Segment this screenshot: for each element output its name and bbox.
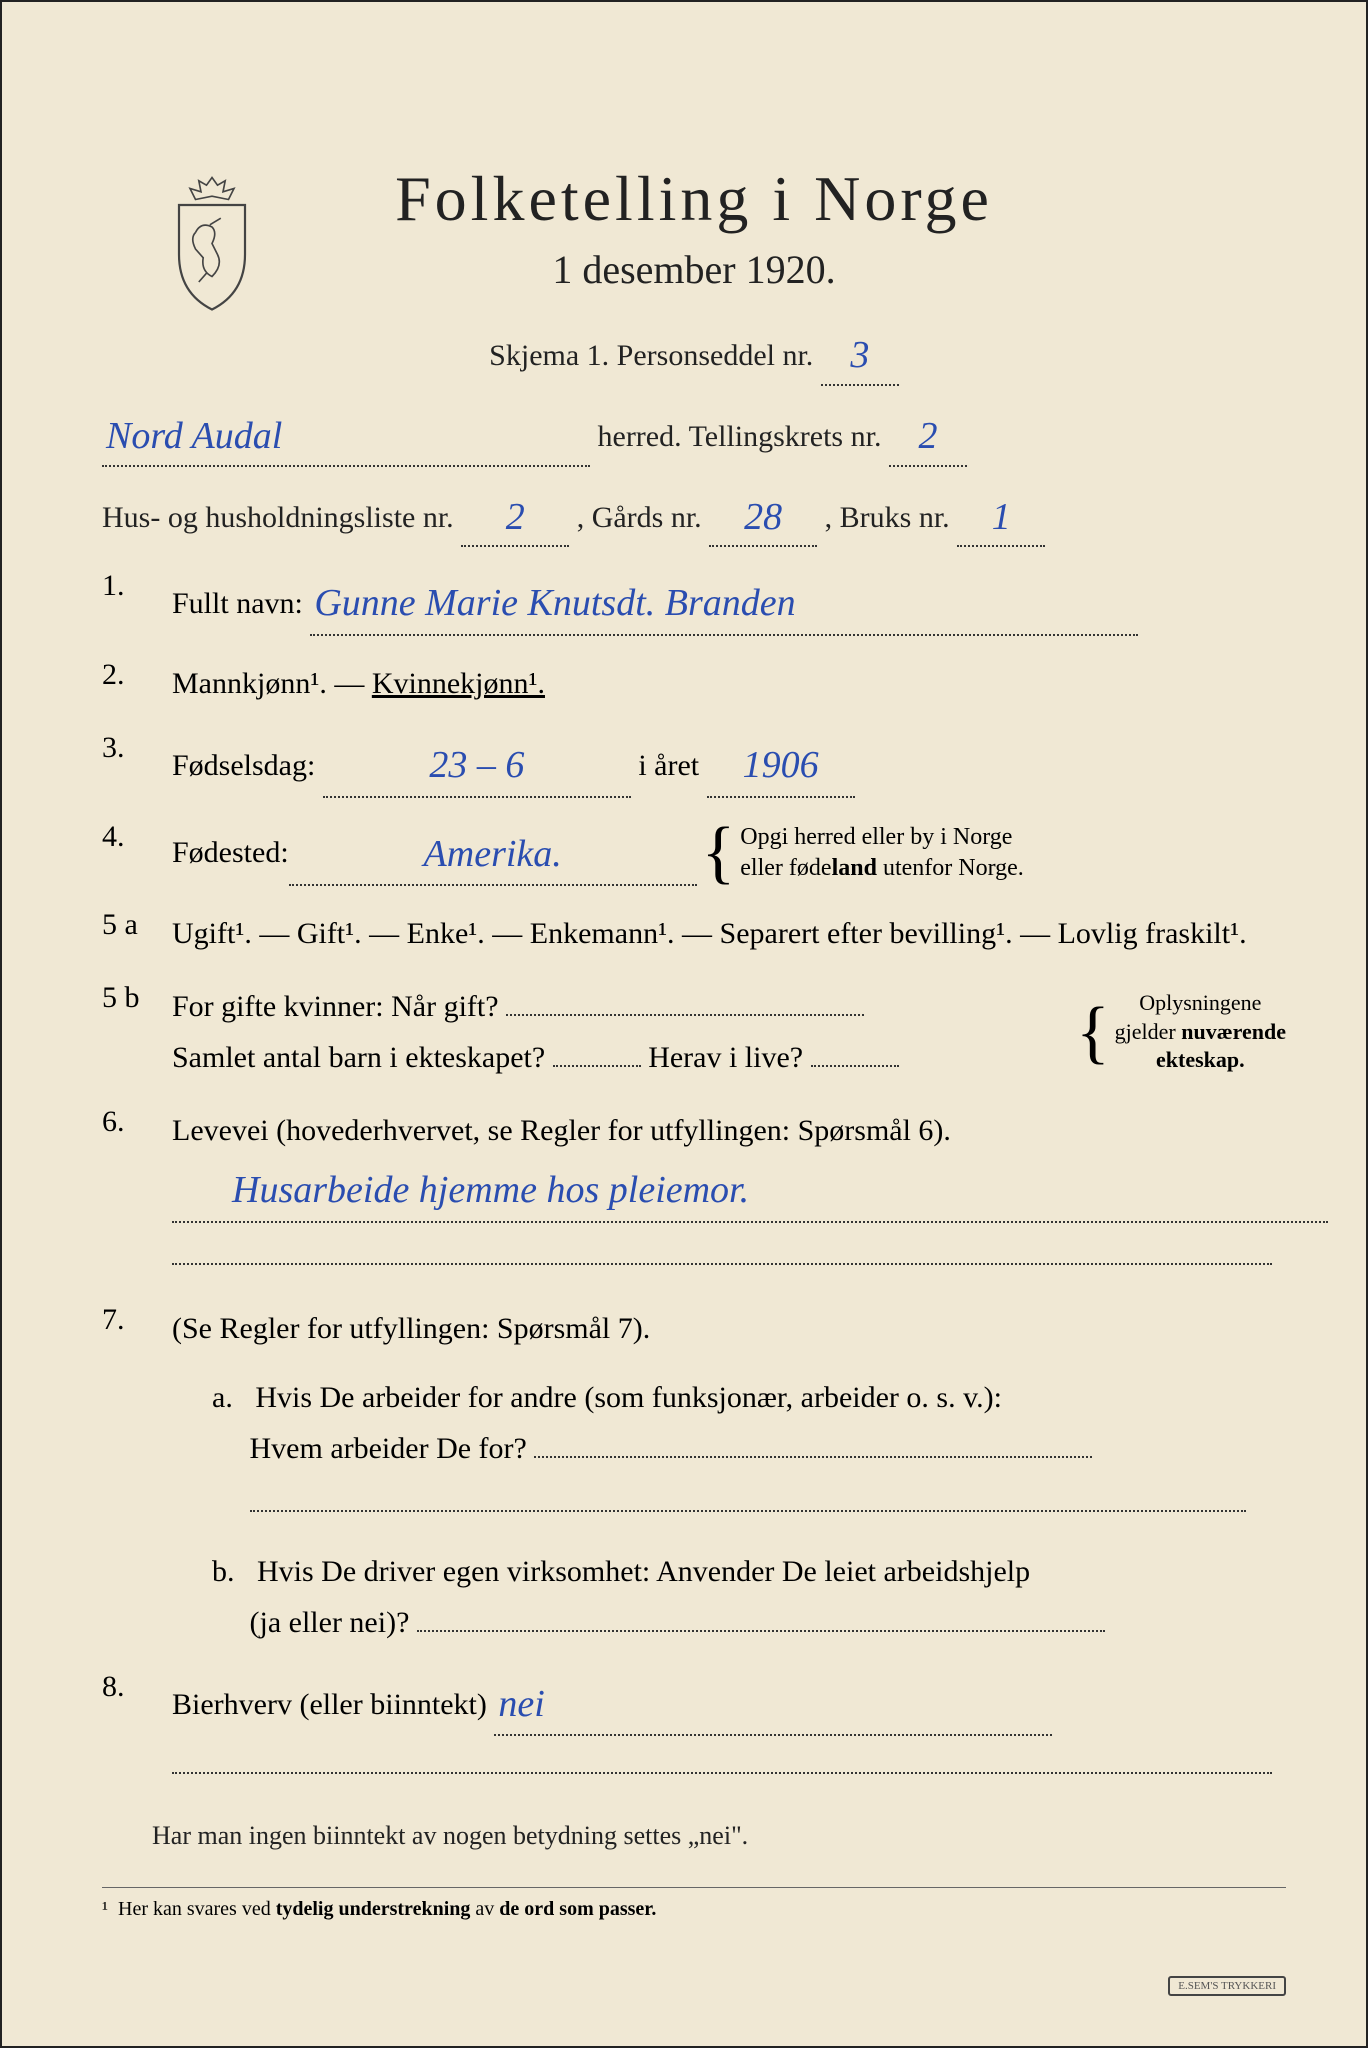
- q6-label: Levevei (hovederhvervet, se Regler for u…: [172, 1114, 951, 1147]
- gards-nr: 28: [744, 496, 782, 538]
- q1-label: Fullt navn:: [172, 587, 303, 620]
- hus-line: Hus- og husholdningsliste nr. 2 , Gårds …: [102, 485, 1286, 548]
- q7-num: 7.: [102, 1303, 172, 1337]
- bruks-nr: 1: [992, 496, 1011, 538]
- form-id-line: Skjema 1. Personseddel nr. 3: [102, 323, 1286, 386]
- q3-num: 3.: [102, 731, 172, 765]
- census-form-page: Folketelling i Norge 1 desember 1920. Sk…: [0, 0, 1368, 2048]
- q2-num: 2.: [102, 658, 172, 692]
- q7b-text2: (ja eller nei)?: [250, 1606, 410, 1639]
- gards-label: , Gårds nr.: [577, 501, 702, 534]
- footnote-text: ¹ Her kan svares ved tydelig understrekn…: [102, 1898, 656, 1920]
- main-title: Folketelling i Norge: [102, 162, 1286, 236]
- q4-note: Opgi herred eller by i Norge eller fødel…: [740, 822, 1024, 884]
- q5b-note-b: gjelder nuværende: [1115, 1019, 1286, 1044]
- q5b-note-a: Oplysningene: [1139, 990, 1261, 1015]
- q1-num: 1.: [102, 569, 172, 603]
- q7a-text2: Hvem arbeider De for?: [250, 1432, 527, 1465]
- q6-num: 6.: [102, 1105, 172, 1139]
- q8-value: nei: [498, 1683, 544, 1725]
- q5a-num: 5 a: [102, 908, 172, 942]
- q4: 4. Fødested: Amerika. { Opgi herred elle…: [102, 820, 1286, 887]
- q4-note-a: Opgi herred eller by i Norge: [740, 824, 1012, 850]
- q7-label: (Se Regler for utfyllingen: Spørsmål 7).: [172, 1312, 650, 1345]
- q3-year-label: i året: [638, 749, 699, 782]
- q1-value: Gunne Marie Knutsdt. Branden: [314, 582, 795, 624]
- q8-num: 8.: [102, 1670, 172, 1704]
- q5b: 5 b For gifte kvinner: Når gift? Samlet …: [102, 981, 1286, 1083]
- q7a-label: a.: [212, 1381, 233, 1414]
- hus-label: Hus- og husholdningsliste nr.: [102, 501, 454, 534]
- q4-value: Amerika.: [424, 833, 562, 875]
- hus-nr: 2: [506, 496, 525, 538]
- herred-label: herred. Tellingskrets nr.: [598, 420, 882, 453]
- q3: 3. Fødselsdag: 23 – 6 i året 1906: [102, 731, 1286, 798]
- q7: 7. (Se Regler for utfyllingen: Spørsmål …: [102, 1303, 1286, 1648]
- q2-mann: Mannkjønn¹.: [172, 667, 327, 700]
- bruks-label: , Bruks nr.: [825, 501, 950, 534]
- q7b-label: b.: [212, 1555, 235, 1588]
- brace-icon-2: {: [1076, 1015, 1110, 1050]
- printer-stamp: E.SEM'S TRYKKERI: [1168, 1976, 1286, 1996]
- q2: 2. Mannkjønn¹. — Kvinnekjønn¹.: [102, 658, 1286, 709]
- q8: 8. Bierhverv (eller biinntekt) nei: [102, 1670, 1286, 1791]
- q5b-note: Oplysningene gjelder nuværende ekteskap.: [1115, 989, 1286, 1075]
- bottom-note: Har man ingen biinntekt av nogen betydni…: [152, 1815, 1286, 1857]
- q2-dash: —: [334, 667, 372, 700]
- herred-line: Nord Audal herred. Tellingskrets nr. 2: [102, 404, 1286, 467]
- q8-label: Bierhverv (eller biinntekt): [172, 1688, 487, 1721]
- q4-note-b: eller fødeland utenfor Norge.: [740, 855, 1024, 881]
- q7a-text1: Hvis De arbeider for andre (som funksjon…: [255, 1381, 1002, 1414]
- q3-day: 23 – 6: [429, 744, 524, 786]
- title-block: Folketelling i Norge 1 desember 1920.: [102, 162, 1286, 293]
- q5a: 5 a Ugift¹. — Gift¹. — Enke¹. — Enkemann…: [102, 908, 1286, 959]
- q5b-line2a: Samlet antal barn i ekteskapet?: [172, 1041, 545, 1074]
- skjema-label: Skjema 1. Personseddel nr.: [489, 339, 813, 372]
- q5b-line1: For gifte kvinner: Når gift?: [172, 990, 499, 1023]
- q5b-num: 5 b: [102, 981, 172, 1015]
- q2-kvinne: Kvinnekjønn¹.: [372, 667, 545, 700]
- footnote: ¹ Her kan svares ved tydelig understrekn…: [102, 1887, 1286, 1921]
- herred-value: Nord Audal: [106, 415, 282, 457]
- q5b-line2b: Herav i live?: [648, 1041, 803, 1074]
- q6: 6. Levevei (hovederhvervet, se Regler fo…: [102, 1105, 1286, 1281]
- q3-year: 1906: [743, 744, 819, 786]
- q5b-note-c: ekteskap.: [1156, 1047, 1245, 1072]
- coat-of-arms-icon: [157, 172, 267, 322]
- q7b-text1: Hvis De driver egen virksomhet: Anvender…: [257, 1555, 1030, 1588]
- subtitle: 1 desember 1920.: [102, 246, 1286, 293]
- q3-label: Fødselsdag:: [172, 749, 315, 782]
- tellingskrets-nr: 2: [918, 415, 937, 457]
- personseddel-nr: 3: [850, 334, 869, 376]
- q4-num: 4.: [102, 820, 172, 854]
- q7a: a. Hvis De arbeider for andre (som funks…: [212, 1372, 1286, 1528]
- q1: 1. Fullt navn: Gunne Marie Knutsdt. Bran…: [102, 569, 1286, 636]
- q6-value: Husarbeide hjemme hos pleiemor.: [232, 1169, 749, 1211]
- q4-label: Fødested:: [172, 827, 289, 878]
- q7b: b. Hvis De driver egen virksomhet: Anven…: [212, 1546, 1286, 1648]
- q5a-text: Ugift¹. — Gift¹. — Enke¹. — Enkemann¹. —…: [172, 908, 1286, 959]
- brace-icon: {: [702, 835, 736, 870]
